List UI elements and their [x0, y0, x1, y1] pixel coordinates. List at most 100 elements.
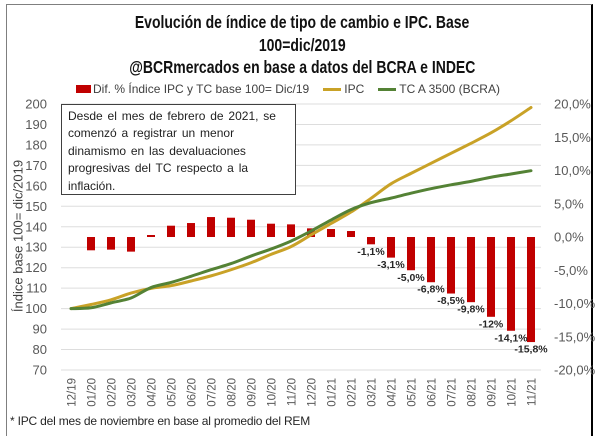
bar-06-20 [187, 223, 195, 237]
legend-swatch-tc [378, 87, 397, 91]
y-axis-left-ticks: 200 190 180 170 160 150 140 130 120 110 100 90 80 70 [25, 97, 47, 378]
bar-data-label: -6,8% [417, 284, 445, 296]
annotation-line: Desde el mes de febrero de 2021, se [68, 109, 276, 123]
y2-tick-label: -15,0% [554, 329, 596, 344]
bar-05-21 [407, 237, 415, 271]
y-tick-label: 70 [33, 363, 47, 378]
legend-label-tc: TC A 3500 (BCRA) [399, 82, 500, 96]
legend-item-tc: TC A 3500 (BCRA) [378, 82, 500, 96]
bar-data-label: -5,0% [397, 272, 425, 284]
x-tick-label: 10/20 [267, 378, 279, 407]
bar-10-20 [267, 223, 275, 237]
x-tick-label: 05/20 [167, 378, 179, 407]
annotation-line: progresivas del TC respecto a la [68, 161, 249, 176]
bar-06-21 [427, 237, 435, 283]
bar-09-21 [487, 237, 495, 317]
x-tick-label: 06/21 [427, 378, 439, 407]
legend-label-dif: Dif. % Índice IPC y TC base 100= Dic/19 [93, 82, 310, 96]
tc-line [69, 169, 533, 311]
y2-tick-label: -10,0% [554, 296, 596, 311]
bar-series-dif [87, 217, 535, 343]
y2-tick-label: 20,0% [554, 97, 591, 112]
x-tick-label: 08/20 [227, 378, 239, 407]
x-tick-label: 12/20 [307, 378, 319, 407]
x-tick-label: 10/21 [507, 378, 519, 407]
x-tick-label: 07/21 [447, 378, 459, 407]
bar-data-label: -9,8% [457, 304, 485, 316]
y-axis-right-ticks: 20,0% 15,0% 10,0% 5,0% 0,0% -5,0% -10,0% -15,0%… [554, 97, 596, 378]
legend-label-ipc: IPC [344, 82, 365, 96]
bar-05-20 [167, 225, 175, 237]
bar-data-label: -1,1% [357, 246, 385, 258]
bar-01-21 [327, 229, 335, 237]
y2-tick-label: 0,0% [554, 230, 584, 245]
x-tick-label: 01/20 [87, 378, 99, 407]
x-tick-label: 02/21 [347, 378, 359, 407]
chart-title-text-2: 100=dic/2019 [258, 35, 346, 55]
annotation-box: Desde el mes de febrero de 2021, se come… [61, 104, 296, 195]
x-tick-label: 02/20 [107, 378, 119, 407]
annotation-line: dinamismo en las devaluaciones [68, 143, 246, 158]
x-tick-label: 07/20 [207, 378, 219, 407]
x-axis-ticks: 12/19 01/20 02/20 03/20 04/20 05/20 06/20 07/20… [67, 378, 539, 407]
x-tick-label: 08/21 [467, 378, 479, 407]
bar-data-label: -8,5% [437, 295, 465, 307]
bar-02-20 [107, 237, 115, 250]
x-tick-label: 06/20 [187, 378, 199, 407]
y2-tick-label: -20,0% [554, 363, 596, 378]
x-tick-label: 09/20 [247, 378, 259, 407]
y-tick-label: 160 [25, 178, 47, 193]
y-tick-label: 80 [33, 342, 47, 357]
chart-title-line-2: 100=dic/2019 [0, 34, 604, 56]
x-tick-label: 12/19 [67, 378, 79, 407]
y-tick-label: 200 [25, 97, 47, 112]
bar-03-21 [367, 237, 375, 245]
y-tick-label: 130 [25, 240, 47, 255]
x-tick-label: 04/20 [147, 378, 159, 407]
bar-data-label: -14,1% [494, 332, 528, 344]
bar-11-21 [527, 237, 535, 343]
legend-swatch-bar [76, 85, 92, 93]
chart-subtitle: @BCRmercados en base a datos del BCRA e … [0, 56, 604, 78]
x-tick-label: 01/21 [327, 378, 339, 407]
chart-title-line-1: Evolución de índice de tipo de cambio e … [0, 11, 604, 33]
y-axis-title: Índice base 100= dic/2019 [10, 159, 26, 313]
y2-tick-label: -5,0% [554, 263, 588, 278]
bar-02-21 [347, 231, 355, 237]
y-tick-label: 110 [26, 281, 47, 296]
y2-tick-label: 15,0% [554, 130, 591, 145]
bar-data-label: -15,8% [514, 344, 548, 356]
x-tick-label: 04/21 [387, 378, 399, 407]
bar-09-20 [247, 219, 255, 237]
y-tick-label: 170 [25, 158, 47, 173]
bar-08-21 [467, 237, 475, 303]
legend-item-ipc: IPC [323, 82, 364, 96]
y-tick-label: 120 [25, 260, 47, 275]
bar-data-label: -12% [479, 318, 504, 330]
data-labels: -1,1%-3,1%-5,0%-6,8%-8,5%-9,8% -12% -14,1%… [357, 246, 548, 356]
legend-swatch-ipc [323, 87, 342, 91]
chart-subtitle-text: @BCRmercados en base a datos del BCRA e … [128, 57, 476, 77]
annotation-line: comenzó a registrar un menor [68, 126, 235, 141]
gridlines [61, 103, 541, 371]
bar-04-20 [147, 235, 155, 237]
y2-tick-label: 10,0% [554, 163, 591, 178]
y2-tick-label: 5,0% [554, 196, 584, 211]
bar-data-label: -3,1% [377, 259, 405, 271]
y-tick-label: 90 [33, 322, 47, 337]
chart-frame [6, 4, 593, 436]
y-tick-label: 150 [25, 199, 47, 214]
bar-07-20 [207, 217, 215, 237]
y-tick-label: 100 [25, 301, 47, 316]
x-tick-label: 03/21 [367, 378, 379, 407]
bar-01-20 [87, 237, 95, 251]
line-series [69, 105, 533, 311]
y-tick-label: 140 [25, 219, 47, 234]
bar-07-21 [447, 237, 455, 294]
bar-03-20 [127, 237, 135, 252]
bar-10-21 [507, 237, 515, 331]
chart-legend: Dif. % Índice IPC y TC base 100= Dic/19 … [0, 80, 576, 98]
annotation-line: inflación. [68, 178, 116, 193]
legend-item-dif: Dif. % Índice IPC y TC base 100= Dic/19 [76, 82, 309, 96]
